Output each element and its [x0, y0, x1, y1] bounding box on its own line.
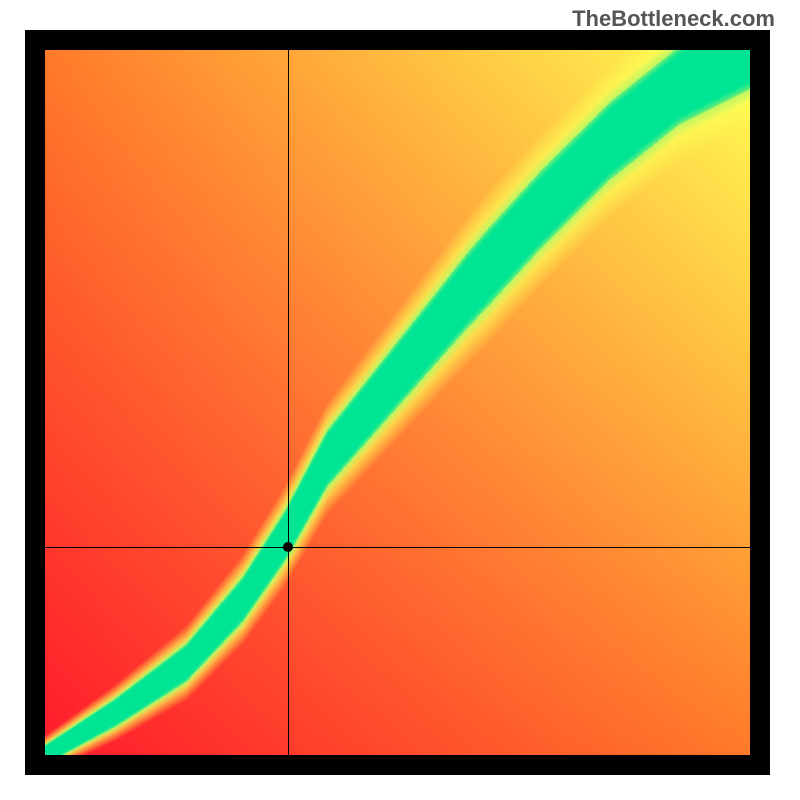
figure-container: TheBottleneck.com: [0, 0, 800, 800]
crosshair-marker: [283, 542, 293, 552]
heatmap-canvas: [45, 50, 750, 755]
plot-area: [45, 50, 750, 755]
watermark-text: TheBottleneck.com: [572, 6, 775, 32]
crosshair-vertical: [288, 50, 289, 755]
crosshair-horizontal: [45, 547, 750, 548]
